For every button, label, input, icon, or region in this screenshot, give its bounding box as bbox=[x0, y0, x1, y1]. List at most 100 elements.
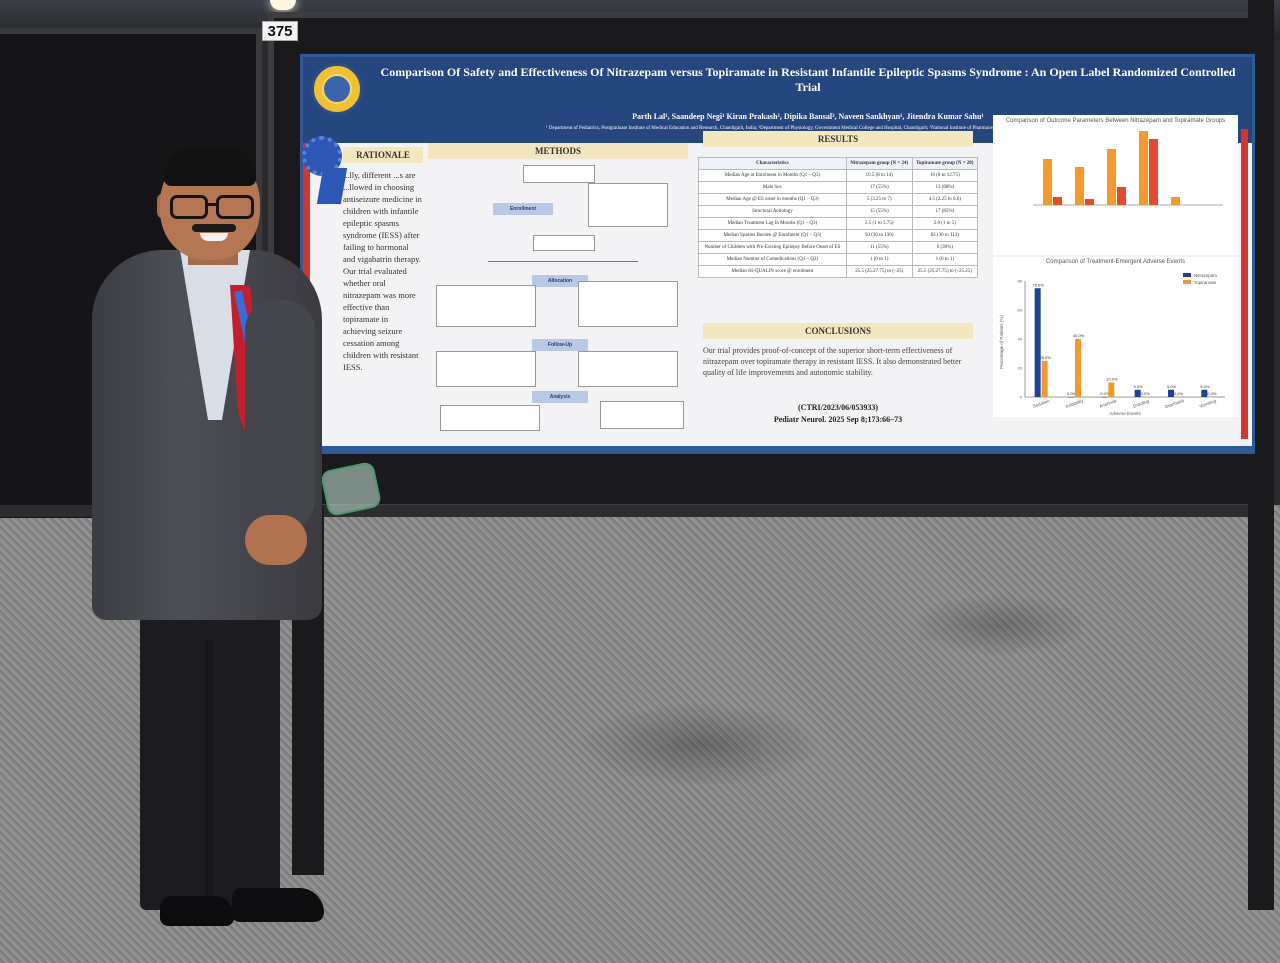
table-cell: 25.5 (25.27.75) to (–25.25) bbox=[911, 265, 979, 278]
bar-topiramate bbox=[1208, 397, 1215, 398]
data-label: 75.0% bbox=[1032, 282, 1044, 287]
outcome-chart: Comparison of Outcome Parameters Between… bbox=[993, 115, 1238, 255]
table-cell: 10 (8 to 12.75) bbox=[911, 169, 979, 182]
table-cell: 17 (55%) bbox=[845, 181, 913, 194]
table-cell: 10.5 (8 to 14) bbox=[845, 169, 913, 182]
research-poster: Comparison Of Safety and Effectiveness O… bbox=[300, 54, 1255, 454]
data-label: 0.0% bbox=[1100, 391, 1110, 396]
flow-box bbox=[588, 183, 668, 227]
bar-nitrazepam bbox=[1068, 397, 1074, 398]
data-label: 0.0% bbox=[1141, 391, 1151, 396]
flow-box bbox=[523, 165, 595, 183]
table-row: Median Treatment Lag In Months (Q1 – Q3)… bbox=[698, 217, 979, 230]
poster-affiliations: ¹ Department of Pediatrics, Postgraduate… bbox=[546, 126, 1070, 131]
conclusion-text: Our trial provides proof-of-concept of t… bbox=[703, 346, 962, 377]
x-axis-label: Adverse Events bbox=[1109, 411, 1141, 416]
table-cell: 13 (68%) bbox=[911, 181, 979, 194]
table-cell: 25.5 (25.27.75) to (–25) bbox=[845, 265, 913, 278]
poster-title: Comparison Of Safety and Effectiveness O… bbox=[380, 65, 1236, 94]
table-cell: 6 (30%) bbox=[911, 241, 979, 254]
institute-logo bbox=[311, 63, 363, 115]
table-cell: Number of Children with Pre-Existing Epi… bbox=[698, 241, 847, 254]
presenter-hair bbox=[164, 146, 256, 186]
category-label: Drooling bbox=[1132, 398, 1150, 409]
data-label: 0.0% bbox=[1067, 391, 1077, 396]
table-cell: 2.0 (1 to 5) bbox=[911, 217, 979, 230]
bar-topiramate bbox=[1175, 397, 1181, 398]
flow-label-analysis: Analysis bbox=[532, 391, 588, 403]
table-row: Median Number of Comedications (Q1 – Q3)… bbox=[698, 253, 979, 266]
outcome-chart-svg bbox=[1033, 131, 1223, 206]
trial-registration: (CTRI/2023/06/053933) bbox=[798, 403, 878, 412]
data-label: 5.0% bbox=[1200, 384, 1210, 389]
category-label: Diarrhoea bbox=[1164, 398, 1185, 410]
outcome-bar bbox=[1139, 131, 1148, 205]
y-tick-label: 20 bbox=[1018, 366, 1023, 371]
flow-box bbox=[436, 285, 536, 327]
table-cell: Median Age at Enrolment in Months (Q1 – … bbox=[698, 169, 847, 182]
flow-box bbox=[578, 351, 678, 387]
chart2-title: Comparison of Treatment-Emergent Adverse… bbox=[1045, 259, 1186, 265]
poster-header: Comparison Of Safety and Effectiveness O… bbox=[303, 57, 1252, 143]
journal-reference: Pediatr Neurol. 2025 Sep 8;173:66–73 bbox=[773, 415, 903, 424]
table-cell: 5 (3.25 to 7) bbox=[845, 193, 913, 206]
table-cell: 15 (55%) bbox=[845, 205, 913, 218]
outcome-bar bbox=[1171, 197, 1180, 205]
data-label: 0.0% bbox=[1207, 391, 1217, 396]
section-rationale: RATIONALE bbox=[343, 147, 423, 163]
table-cell: Median Treatment Lag In Months (Q1 – Q3) bbox=[698, 217, 847, 230]
table-cell: 11 (55%) bbox=[845, 241, 913, 254]
table-cell: 1 (0 to 1) bbox=[911, 253, 979, 266]
chart1-title: Comparison of Outcome Parameters Between… bbox=[1005, 118, 1226, 124]
bar-nitrazepam bbox=[1101, 397, 1108, 398]
category-label: Anorexia bbox=[1099, 398, 1118, 409]
presenter-smile bbox=[200, 233, 228, 241]
flow-box bbox=[440, 405, 540, 431]
presenter-shoe bbox=[160, 896, 234, 926]
y-axis-label: Percentage of Patients (%) bbox=[999, 315, 1004, 369]
legend-swatch bbox=[1183, 273, 1191, 277]
presenter-arm bbox=[245, 300, 315, 530]
bar-topiramate bbox=[1141, 397, 1148, 398]
category-label: Irritability bbox=[1065, 398, 1084, 409]
outcome-bar bbox=[1043, 159, 1052, 205]
table-row: Median Hi-QUALIN score @ enrolment 25.5 (… bbox=[698, 265, 979, 278]
outcome-bar bbox=[1149, 139, 1158, 205]
flow-box bbox=[600, 401, 684, 429]
presenter-hands bbox=[245, 515, 307, 565]
table-cell: 93 (30 to 130) bbox=[845, 229, 913, 242]
outcome-bar bbox=[1117, 187, 1126, 205]
table-header-cell: Topiramate group (N = 20) bbox=[911, 157, 979, 170]
table-row: Median Spasms Burden @ Enrolment (Q1 – Q… bbox=[698, 229, 979, 242]
baseline-characteristics-table: Characteristics Nitrazepam group (N = 24)… bbox=[698, 157, 979, 278]
y-tick-label: 80 bbox=[1018, 279, 1023, 284]
data-label: 25.0% bbox=[1039, 355, 1051, 360]
poster-authors: Parth Lal¹, Saandeep Negi¹ Kiran Prakash… bbox=[632, 112, 984, 121]
booth-number-label: 375 bbox=[262, 21, 298, 41]
outcome-bar bbox=[1075, 167, 1084, 205]
section-conclusions: CONCLUSIONS bbox=[703, 323, 973, 339]
section-results: RESULTS bbox=[703, 131, 973, 147]
table-cell: Male Sex bbox=[698, 181, 847, 194]
y-tick-label: 40 bbox=[1018, 337, 1023, 342]
data-label: 40.0% bbox=[1073, 333, 1085, 338]
table-cell: Structural Aetiology bbox=[698, 205, 847, 218]
table-row: Median Age @ ES onset in months (Q1 – Q3… bbox=[698, 193, 979, 206]
adverse-events-svg: 75.0% 25.0% Sedation 0.0% 40.0% Irritability 0… bbox=[999, 273, 1225, 416]
trouser-seam bbox=[205, 640, 213, 910]
category-label: Vomiting bbox=[1199, 398, 1217, 409]
citation-block: (CTRI/2023/06/053933) Pediatr Neurol. 20… bbox=[703, 402, 973, 426]
legend-label: Nitrazepam bbox=[1194, 273, 1217, 278]
consort-flow-diagram: Enrollment Allocation Follow-Up Analysis bbox=[428, 161, 688, 441]
table-cell: 82 (30 to 113) bbox=[911, 229, 979, 242]
presenter-mustache bbox=[192, 224, 236, 232]
section-methods: METHODS bbox=[428, 143, 688, 159]
table-row: Structural Aetiology 15 (55%) 17 (85%) bbox=[698, 205, 979, 218]
table-header-cell: Characteristics bbox=[698, 157, 847, 170]
outcome-bar bbox=[1053, 197, 1062, 205]
y-tick-label: 60 bbox=[1018, 308, 1023, 313]
table-cell: 17 (85%) bbox=[911, 205, 979, 218]
bar-nitrazepam bbox=[1168, 389, 1174, 397]
